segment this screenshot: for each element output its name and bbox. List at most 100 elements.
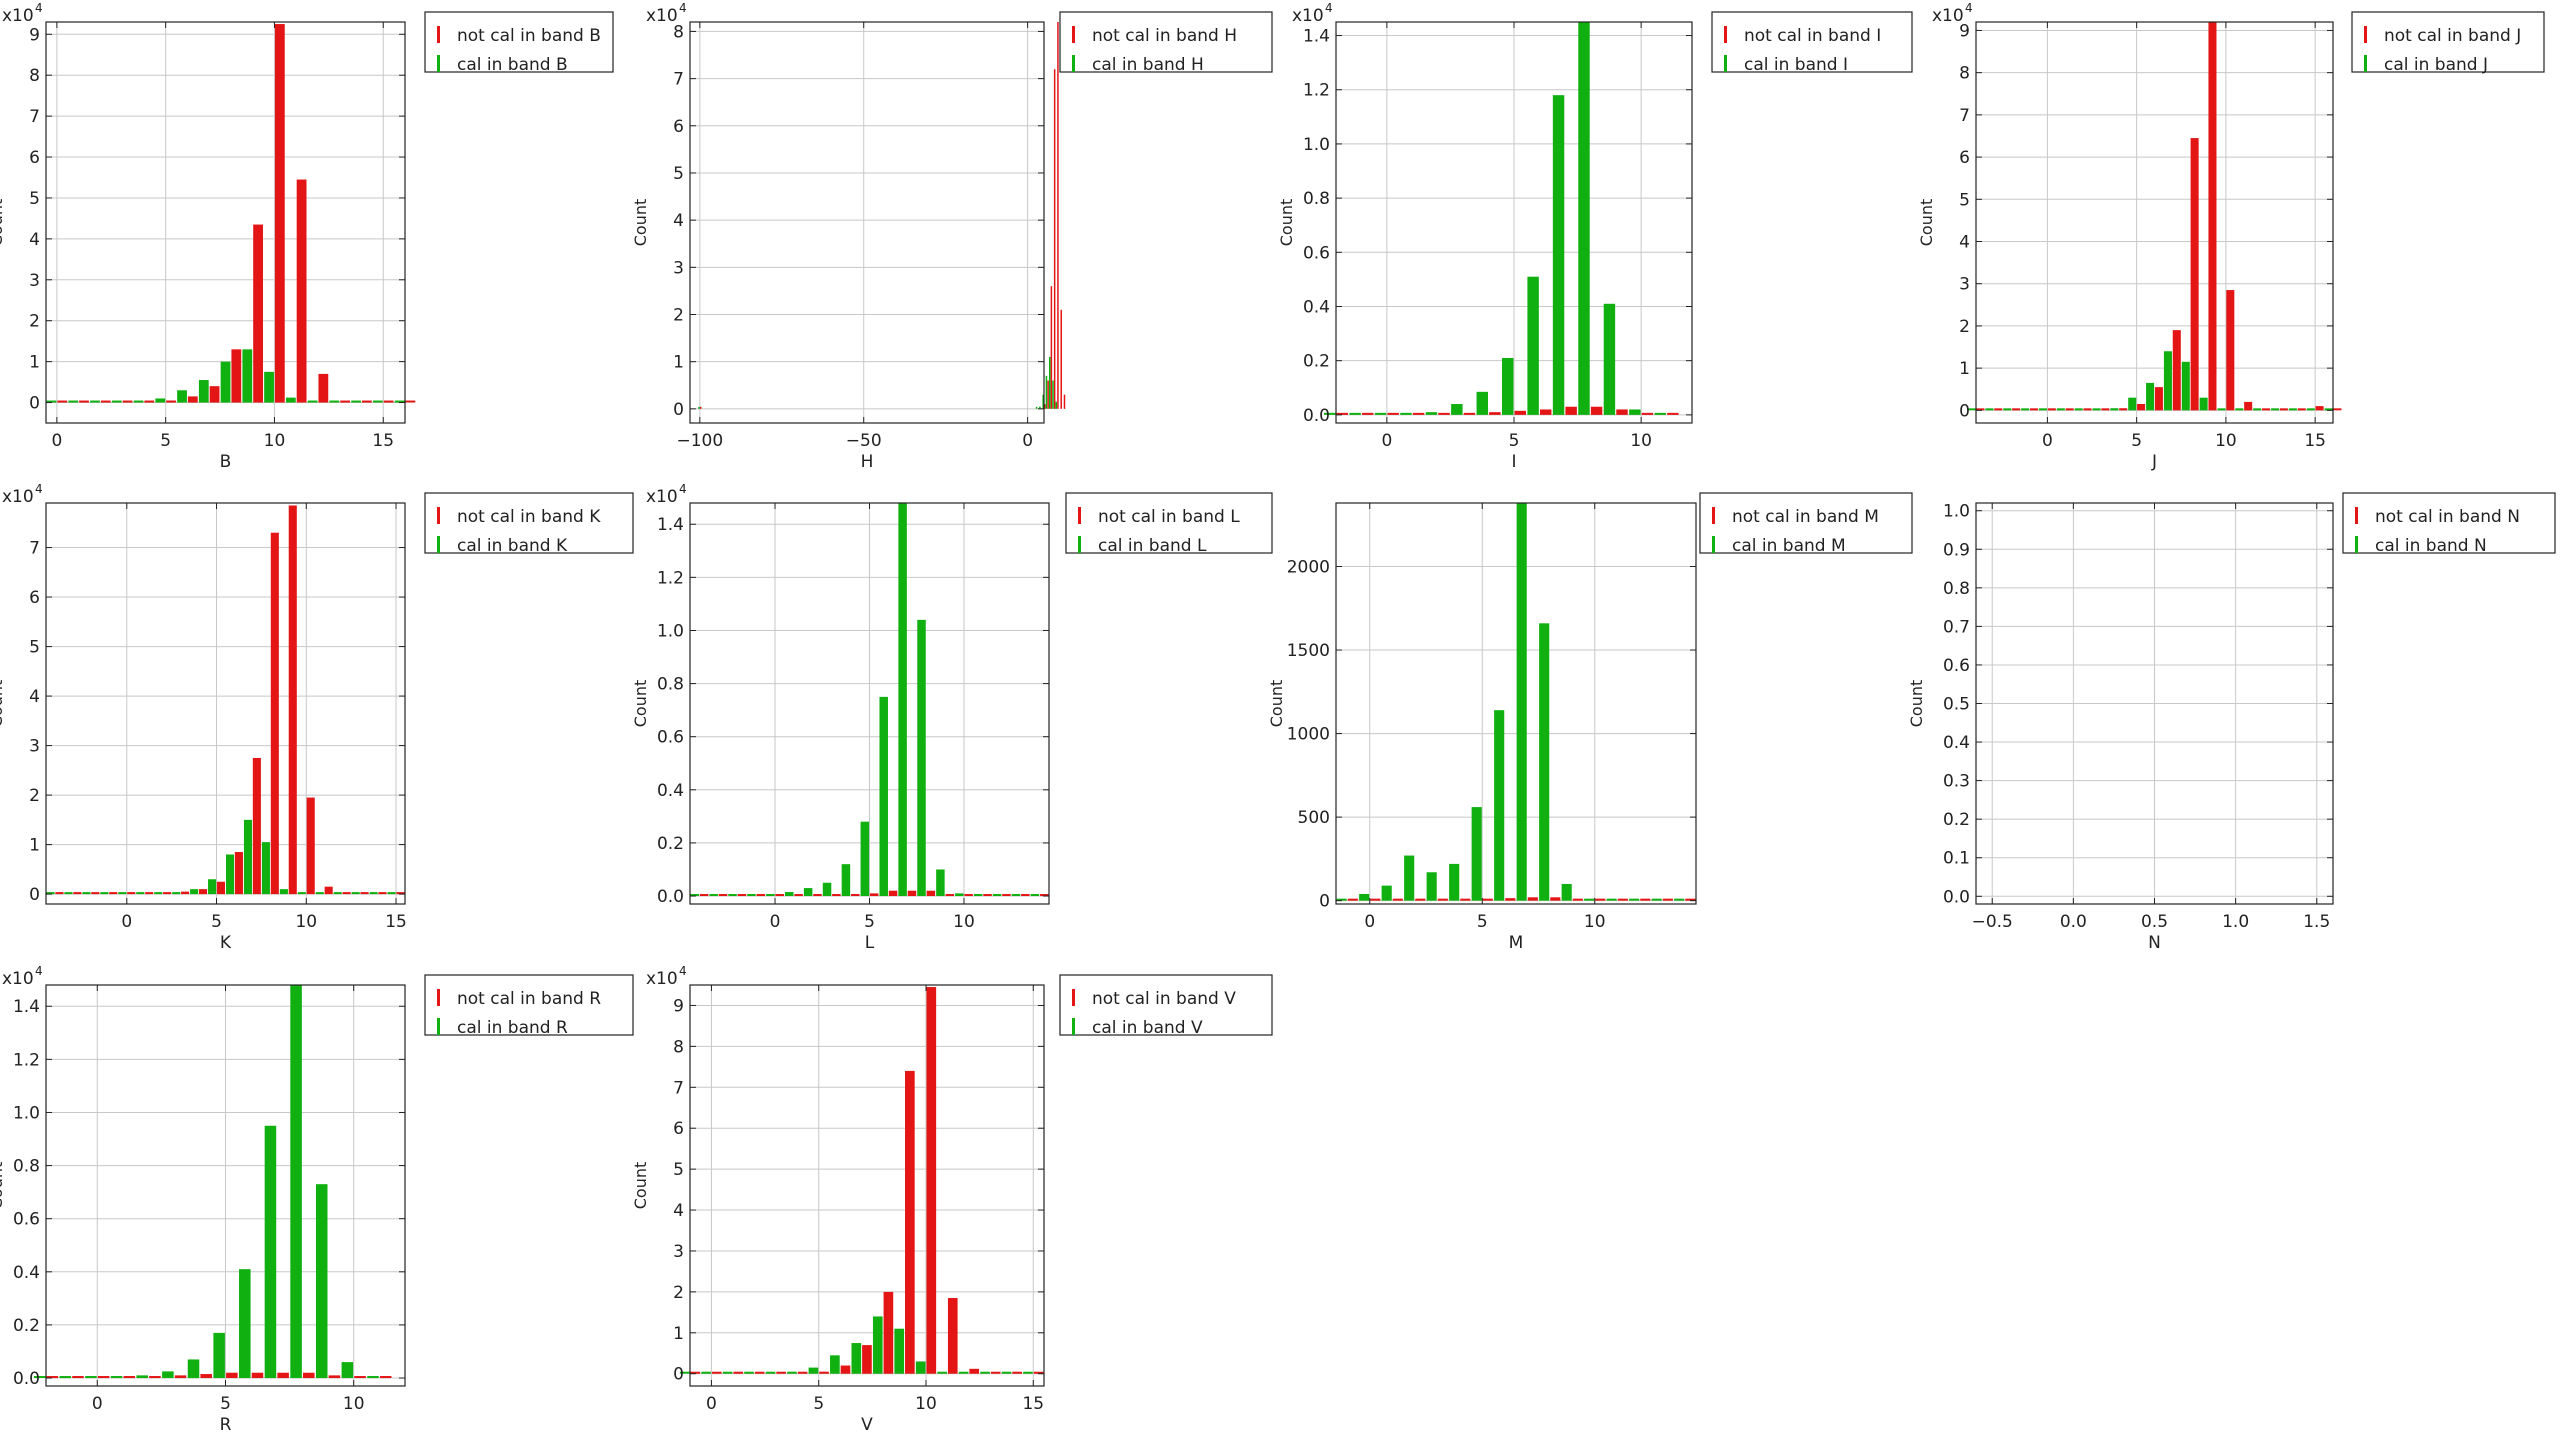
bar-not-cal [174,1375,187,1379]
y-tick-label: 0.4 [657,781,684,801]
bar-not-cal [2029,408,2038,411]
legend-label: not cal in band V [1092,989,1236,1009]
y-tick-label: 5 [1959,190,1970,210]
y-tick-label: 8 [673,22,684,42]
y-tick-label: 0 [29,885,40,905]
bar-not-cal [969,1368,980,1374]
x-tick-label: 0.0 [2060,912,2087,932]
y-multiplier-exponent: 4 [35,964,43,978]
y-tick-label: 1.4 [1303,27,1330,47]
bar-not-cal [964,894,973,897]
y-multiplier: x10 [1932,6,1964,26]
x-tick-label: 0 [92,1394,103,1414]
bar-not-cal [383,400,394,403]
y-tick-label: 1.0 [1943,502,1970,522]
bar-not-cal [361,400,372,403]
bar-not-cal [396,892,405,895]
bar-not-cal [990,1371,1001,1374]
bar-cal [898,503,907,897]
bar-cal [154,892,163,895]
y-axis-label: Count [1277,199,1296,247]
legend-swatch [437,536,440,553]
y-tick-label: 0 [1319,892,1330,912]
bar-not-cal [711,1371,722,1374]
legend-label: cal in band H [1092,55,1204,75]
bar-cal [955,893,964,897]
bar-not-cal [1060,309,1062,409]
bar-cal [162,1371,174,1379]
y-axis-label: Count [1907,680,1926,728]
bar-not-cal [1412,412,1425,415]
bar-not-cal [166,400,176,403]
bar-not-cal [55,892,64,895]
bar-not-cal [718,894,728,897]
bar-cal [1042,394,1044,409]
legend-label: not cal in band R [457,989,601,1009]
bar-not-cal [775,894,784,897]
bar-not-cal [754,1371,765,1374]
bar-not-cal [2297,408,2306,411]
bar-not-cal [926,890,936,897]
bar-cal [787,1371,797,1374]
panel-L: 0 5 10 0.0 0.2 0.4 0.6 0.8 1.0 1.2 1.4 L Count x10 4 no… [631,482,1273,953]
plot-area [1336,503,1696,904]
bar-cal [1674,898,1685,901]
x-tick-label: 0 [1381,431,1392,451]
y-tick-label: 0.2 [1943,810,1970,830]
bar-not-cal [2226,290,2235,411]
x-axis-label: I [1511,452,1516,472]
x-tick-label: 0 [51,431,62,451]
y-tick-label: 2 [673,1283,684,1303]
x-tick-label: 10 [915,1394,937,1414]
legend-swatch [1072,55,1075,72]
bar-cal [297,892,306,895]
bar-cal [198,380,209,403]
bar-not-cal [1540,409,1552,415]
plot-area [690,985,1044,1386]
bar-cal [155,398,166,403]
bar-cal [2003,408,2012,411]
bar-cal [1035,406,1038,409]
bar-cal [1425,412,1438,415]
bar-not-cal [1463,412,1476,415]
bar-not-cal [405,400,416,403]
legend-box [1059,974,1273,1036]
bar-not-cal [905,1070,915,1374]
bar-not-cal [1347,898,1358,901]
bar-not-cal [378,892,387,895]
y-tick-label: 0.8 [13,1157,40,1177]
bar-cal [860,821,870,897]
x-tick-label: −50 [846,431,882,451]
bar-cal [315,1184,328,1379]
bar-not-cal [72,1376,84,1379]
bar-not-cal [699,894,709,897]
bar-not-cal [862,1345,872,1374]
y-axis-label: Count [0,199,6,247]
y-tick-label: 9 [1959,21,1970,41]
bar-cal [1651,898,1662,901]
bar-not-cal [1641,412,1654,415]
y-tick-label: 0.2 [1303,352,1330,372]
bar-cal [64,892,73,895]
bar-not-cal [926,987,937,1374]
bar-not-cal [123,1376,136,1379]
bar-cal [709,894,718,897]
legend-label: not cal in band L [1098,507,1240,527]
y-tick-label: 0.7 [1943,617,1970,637]
bar-not-cal [1370,898,1381,901]
bar-cal [2253,408,2262,411]
bar-not-cal [983,894,992,897]
legend-box [1059,11,1273,73]
bar-not-cal [1640,898,1651,901]
bar-not-cal [1505,898,1516,901]
x-axis-label: B [220,452,232,472]
bar-cal [225,854,235,895]
bar-not-cal [354,1376,366,1379]
bar-not-cal [209,386,220,403]
bar-not-cal [144,400,155,403]
bar-not-cal [797,1371,808,1374]
bar-cal [333,892,342,895]
y-tick-label: 2 [1959,317,1970,337]
bar-not-cal [756,894,766,897]
y-tick-label: 1.2 [657,568,684,588]
